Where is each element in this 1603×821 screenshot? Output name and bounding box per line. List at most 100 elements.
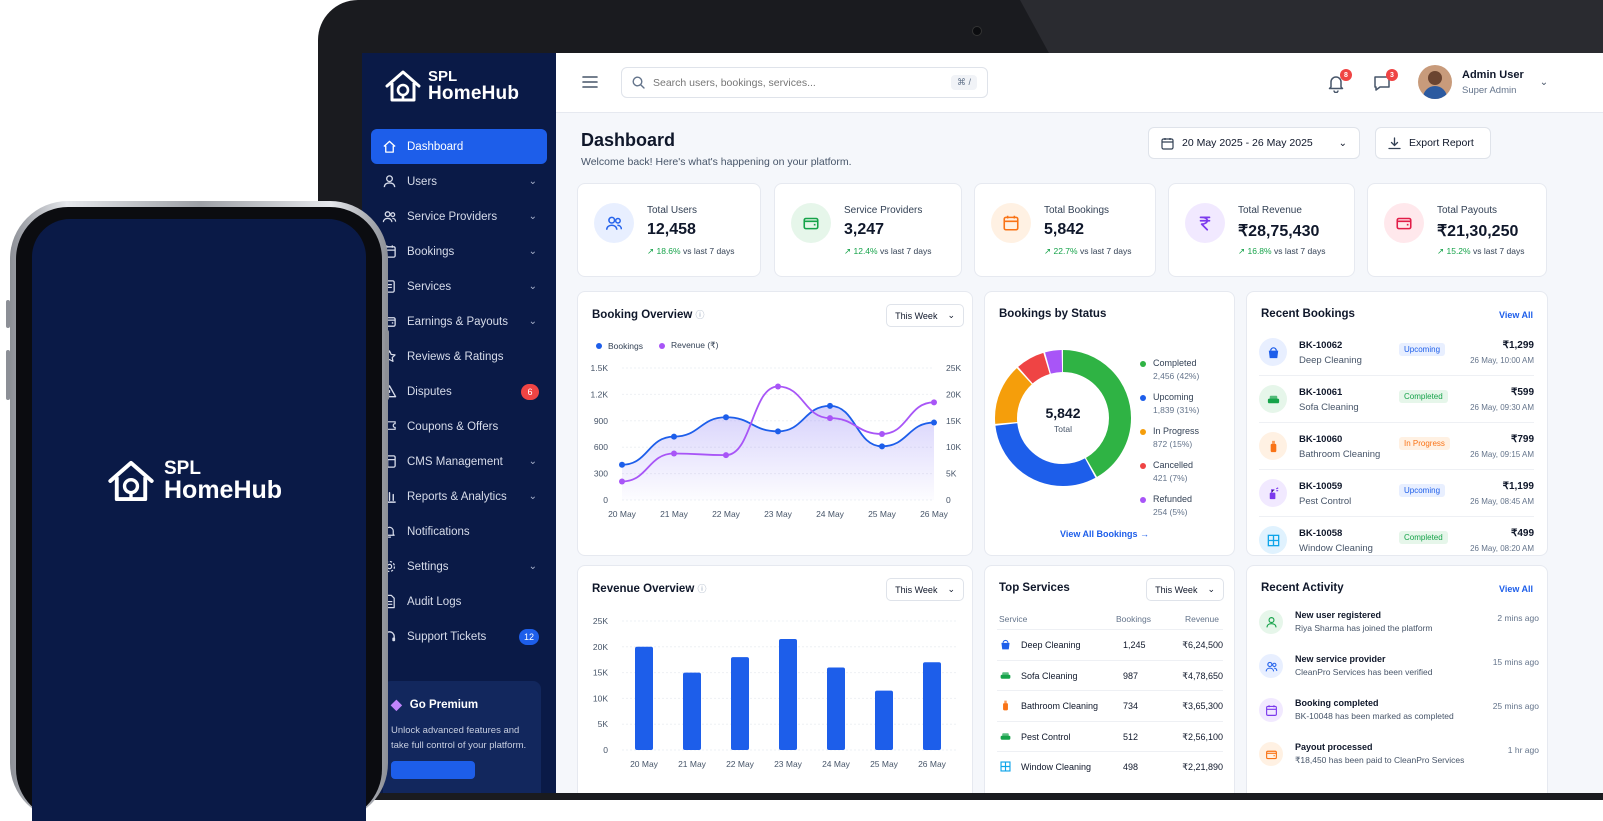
sidebar-item-service-providers[interactable]: Service Providers ⌄ (371, 199, 547, 234)
service-bookings: 512 (1123, 731, 1139, 742)
data-point[interactable] (619, 478, 625, 485)
sidebar-item-disputes[interactable]: Disputes 6 (371, 374, 547, 409)
booking-row[interactable]: BK-10060 Bathroom Cleaning In Progress ₹799… (1259, 424, 1534, 470)
revenue-bar[interactable] (779, 639, 797, 750)
page-subtitle: Welcome back! Here's what's happening on… (581, 156, 852, 168)
sidebar-item-dashboard[interactable]: Dashboard (371, 129, 547, 164)
stat-change-value: 15.2% (1446, 246, 1471, 256)
service-name: Window Cleaning (1021, 762, 1092, 772)
sidebar-item-badge: 12 (518, 628, 539, 645)
sidebar-item-bookings[interactable]: Bookings ⌄ (371, 234, 547, 269)
export-report-button[interactable]: Export Report (1375, 127, 1491, 159)
sidebar-item-reports-analytics[interactable]: Reports & Analytics ⌄ (371, 479, 547, 514)
booking-icon-wrap (1259, 385, 1287, 413)
data-point[interactable] (723, 452, 729, 459)
trend-up-icon: ↗ (844, 246, 854, 256)
view-all-bookings-link[interactable]: View All Bookings → (1060, 529, 1149, 539)
revenue-bar[interactable] (875, 690, 893, 750)
recent-activity-view-all[interactable]: View All (1498, 584, 1533, 594)
trend-up-icon: ↗ (1437, 246, 1447, 256)
legend-revenue: Revenue (₹) (658, 340, 718, 351)
booking-row[interactable]: BK-10059 Pest Control Upcoming ₹1,199 26 May… (1259, 471, 1534, 517)
revenue-bar[interactable] (683, 672, 701, 750)
data-point[interactable] (775, 383, 781, 390)
period-label: This Week (895, 310, 938, 321)
booking-date: 26 May, 09:15 AM (1470, 450, 1534, 459)
activity-row[interactable]: Payout processed ₹18,450 has been paid to… (1259, 740, 1539, 784)
data-point[interactable] (723, 414, 729, 421)
data-point[interactable] (827, 415, 833, 422)
service-row[interactable]: Deep Cleaning 1,245 ₹6,24,500 (997, 629, 1223, 659)
sidebar-item-users[interactable]: Users ⌄ (371, 164, 547, 199)
sidebar-item-settings[interactable]: Settings ⌄ (371, 549, 547, 584)
sidebar-item-support-tickets[interactable]: Support Tickets 12 (371, 619, 547, 654)
data-point[interactable] (931, 399, 937, 406)
search-input[interactable] (653, 76, 943, 89)
y-tick: 0 (603, 745, 608, 755)
activity-row[interactable]: Booking completed BK-10048 has been marke… (1259, 696, 1539, 740)
sidebar-item-label: Reviews & Ratings (407, 350, 504, 363)
activity-row[interactable]: New service provider CleanPro Services ha… (1259, 652, 1539, 696)
activity-icon-wrap (1259, 654, 1283, 678)
activity-icon-wrap (1259, 610, 1283, 634)
service-row[interactable]: Bathroom Cleaning 734 ₹3,65,300 (997, 690, 1223, 720)
data-point[interactable] (775, 428, 781, 435)
sidebar-item-cms-management[interactable]: CMS Management ⌄ (371, 444, 547, 479)
sidebar-item-label: CMS Management (407, 455, 503, 468)
bottle-icon (1270, 440, 1276, 452)
sidebar-item-reviews-ratings[interactable]: Reviews & Ratings (371, 339, 547, 374)
revenue-bar[interactable] (923, 662, 941, 750)
sidebar-item-audit-logs[interactable]: Audit Logs (371, 584, 547, 619)
activity-time: 25 mins ago (1492, 701, 1539, 711)
donut-slice-in-progress[interactable] (995, 350, 1131, 486)
activity-icon-wrap (1259, 742, 1283, 766)
data-point[interactable] (827, 402, 833, 409)
status-value: 421 (7%) (1153, 473, 1188, 483)
notifications-button[interactable]: 8 (1326, 69, 1352, 95)
donut-slice-completed[interactable] (995, 350, 1131, 486)
booking-row[interactable]: BK-10061 Sofa Cleaning Completed ₹599 26 May… (1259, 377, 1534, 423)
sidebar-item-services[interactable]: Services ⌄ (371, 269, 547, 304)
data-point[interactable] (931, 419, 937, 426)
booking-amount: ₹1,299 (1502, 340, 1534, 351)
recent-bookings-view-all[interactable]: View All (1498, 310, 1533, 320)
sidebar-item-notifications[interactable]: Notifications (371, 514, 547, 549)
stat-card-total-bookings: Total Bookings 5,842 ↗ 22.7% vs last 7 day… (974, 183, 1156, 277)
menu-icon[interactable] (582, 75, 598, 89)
revenue-bar[interactable] (731, 657, 749, 750)
service-row[interactable]: Sofa Cleaning 987 ₹4,78,650 (997, 659, 1223, 690)
revenue-bar[interactable] (827, 667, 845, 750)
booking-row[interactable]: BK-10062 Deep Cleaning Upcoming ₹1,299 26 Ma… (1259, 330, 1534, 376)
stat-icon-wrap (1384, 203, 1424, 243)
data-point[interactable] (671, 433, 677, 440)
stat-icon-wrap (991, 203, 1031, 243)
service-row[interactable]: Window Cleaning 498 ₹2,21,890 (997, 751, 1223, 781)
activity-row[interactable]: New user registered Riya Sharma has joine… (1259, 608, 1539, 652)
activity-description: BK-10048 has been marked as completed (1295, 711, 1454, 721)
laptop-bezel-highlight (1020, 0, 1603, 55)
top-services-period-select[interactable]: This Week ⌄ (1146, 578, 1224, 601)
revenue-bar[interactable] (635, 646, 653, 750)
user-menu[interactable]: Admin User Super Admin ⌄ (1418, 65, 1548, 99)
brand-logo[interactable]: SPL HomeHub (384, 69, 519, 103)
sidebar-item-coupons-offers[interactable]: Coupons & Offers (371, 409, 547, 444)
service-row[interactable]: Pest Control 512 ₹2,56,100 (997, 720, 1223, 751)
chevron-down-icon: ⌄ (528, 561, 537, 572)
booking-period-select[interactable]: This Week ⌄ (886, 304, 964, 327)
booking-icon-wrap (1259, 338, 1287, 366)
stat-change: ↗ 15.2% vs last 7 days (1437, 246, 1524, 257)
date-range-picker[interactable]: 20 May 2025 - 26 May 2025 ⌄ (1148, 127, 1360, 159)
sidebar-item-earnings-payouts[interactable]: Earnings & Payouts ⌄ (371, 304, 547, 339)
data-point[interactable] (671, 450, 677, 457)
messages-button[interactable]: 3 (1372, 69, 1398, 95)
upgrade-button[interactable] (391, 761, 475, 779)
data-point[interactable] (879, 443, 885, 450)
donut-slice-upcoming[interactable] (995, 350, 1131, 486)
data-point[interactable] (879, 431, 885, 437)
booking-row[interactable]: BK-10058 Window Cleaning Completed ₹499 26 M… (1259, 518, 1534, 564)
revenue-period-select[interactable]: This Week ⌄ (886, 578, 964, 601)
data-point[interactable] (619, 461, 625, 468)
service-icon-wrap (999, 730, 1012, 743)
phone-side-button (6, 300, 10, 328)
